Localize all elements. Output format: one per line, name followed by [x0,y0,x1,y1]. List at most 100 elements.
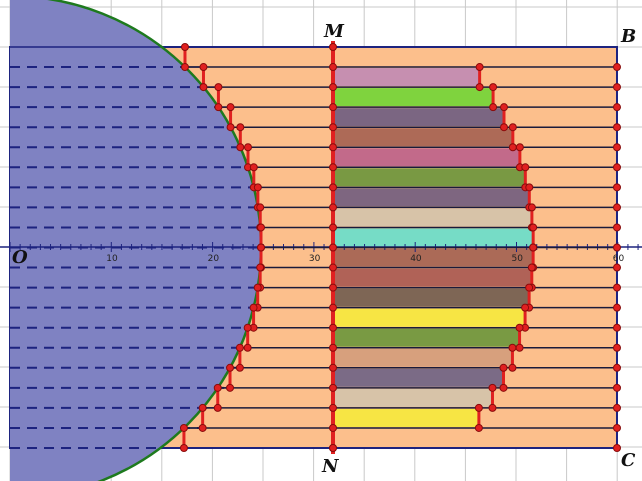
point-dot [199,83,208,92]
slice-band [333,368,504,387]
point-dot [249,303,258,312]
slice-band [333,268,532,287]
slice-band [333,228,534,247]
point-dot [508,143,517,152]
point-dot [235,343,244,352]
point-dot [329,103,337,112]
point-dot [213,403,222,412]
point-dot [613,383,621,392]
point-dot [525,283,534,292]
point-dot [329,303,337,312]
point-dot [527,203,536,212]
slice-band [333,348,513,367]
point-dot [329,283,337,292]
point-dot [500,103,509,112]
point-dot [488,403,497,412]
label-b: B [620,26,636,47]
point-dot [226,383,235,392]
point-dot [521,303,530,312]
circle-fill [10,0,261,481]
point-dot [508,343,517,352]
slice-band [333,168,526,187]
point-dot [474,403,483,412]
point-dot [613,243,621,252]
tick-label: 60 [613,254,625,264]
tick-label: 30 [309,254,321,264]
point-dot [329,323,337,332]
point-dot [613,283,621,292]
point-dot [329,183,337,192]
point-dot [256,203,265,212]
point-dot [499,383,508,392]
point-dot [521,163,530,172]
point-dot [226,363,235,372]
point-dot [525,183,534,192]
point-dot [329,123,337,132]
point-dot [198,423,207,432]
slice-band [333,148,520,167]
point-dot [475,83,484,92]
point-dot [180,43,189,51]
point-dot [613,343,621,352]
point-dot [613,143,621,152]
point-dot [329,263,337,272]
point-dot [243,343,252,352]
slice-band [333,128,513,147]
point-dot [256,223,265,232]
tick-label: 20 [208,254,220,264]
point-dot [329,243,337,252]
point-dot [508,363,517,372]
slice-band [333,88,494,107]
slice-band [333,68,480,87]
label-n: N [321,456,340,477]
point-dot [329,143,337,152]
points [179,43,621,452]
slice-band [333,388,493,407]
slice-band [333,188,530,207]
slice-band [333,328,520,347]
point-dot [329,363,337,372]
point-dot [613,83,621,92]
point-dot [613,103,621,112]
point-dot [329,163,337,172]
point-dot [515,323,524,332]
point-dot [253,283,262,292]
point-dot [613,163,621,172]
slice-band [333,288,530,307]
point-dot [179,444,188,452]
point-dot [613,63,621,72]
point-dot [226,123,235,132]
point-dot [474,423,483,432]
point-dot [214,83,223,92]
point-dot [613,263,621,272]
colored-slices [333,68,534,427]
point-dot [613,403,621,412]
point-dot [527,263,536,272]
point-dot [235,363,244,372]
point-dot [198,403,207,412]
slice-band [333,108,505,127]
point-dot [475,63,484,72]
point-dot [243,323,252,332]
point-dot [613,183,621,192]
tick-label: 50 [512,254,524,264]
point-dot [499,363,508,372]
point-dot [329,383,337,392]
point-dot [256,263,265,272]
point-dot [613,203,621,212]
slice-band [333,248,534,267]
slice-band [333,308,526,327]
point-dot [489,103,498,112]
point-dot [515,143,524,152]
label-o: O [12,247,28,268]
point-dot [226,103,235,112]
point-dot [329,223,337,232]
point-dot [489,83,498,92]
point-dot [329,403,337,412]
point-dot [253,183,262,192]
point-dot [329,343,337,352]
label-c: C [621,450,636,471]
point-dot [613,363,621,372]
point-dot [529,243,538,252]
